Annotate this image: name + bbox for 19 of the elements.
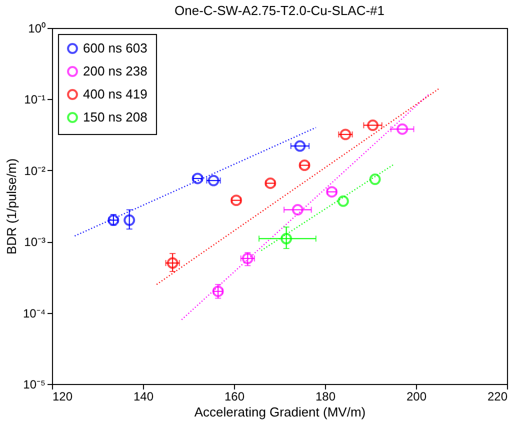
x-axis-title: Accelerating Gradient (MV/m) (194, 404, 366, 420)
x-tick-label: 200 (406, 390, 427, 404)
legend-label: 150 ns 208 (83, 110, 148, 124)
legend-label: 600 ns 603 (83, 40, 148, 56)
legend-label: 200 ns 238 (83, 64, 148, 78)
x-tick-label: 140 (133, 390, 154, 404)
y-tick-label: 10⁻² (24, 164, 46, 178)
x-tick-label: 160 (224, 390, 245, 404)
y-tick-label: 10⁻³ (24, 235, 46, 250)
x-tick-label: 180 (315, 390, 336, 404)
chart-title: One-C-SW-A2.75-T2.0-Cu-SLAC-#1 (174, 3, 384, 18)
y-axis-title: BDR (1/pulse/m) (4, 158, 19, 255)
y-tick-label: 10⁰ (28, 22, 46, 36)
legend-label: 400 ns 419 (83, 86, 148, 102)
y-tick-label: 10⁻⁵ (23, 378, 46, 392)
y-tick-label: 10⁻¹ (24, 92, 46, 107)
x-tick-label: 120 (52, 390, 73, 404)
y-tick-label: 10⁻⁴ (22, 306, 46, 320)
x-tick-label: 220 (487, 390, 508, 404)
